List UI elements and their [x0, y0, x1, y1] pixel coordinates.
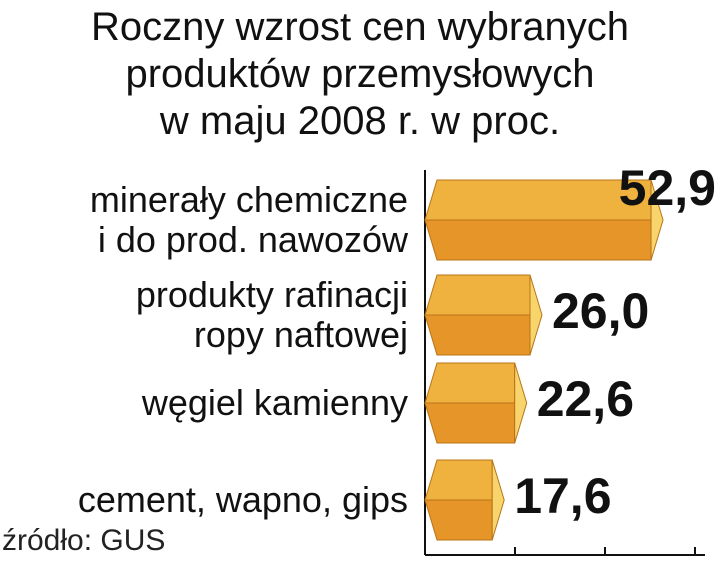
source: źródło: GUS [2, 524, 166, 557]
bar-face [514, 362, 528, 444]
bar-face [424, 314, 531, 356]
category-label: węgiel kamienny [141, 382, 408, 423]
value-label: 26,0 [552, 283, 649, 339]
bar-face [424, 499, 493, 541]
bar-face [424, 179, 652, 221]
bar-face [424, 402, 516, 444]
bar-face [650, 179, 664, 261]
bar-face [424, 274, 531, 316]
bar-face [424, 362, 516, 404]
bar-face [529, 274, 543, 356]
bar-face [491, 459, 505, 541]
chart-title: Roczny wzrost cen wybranych produktów pr… [91, 5, 629, 143]
bar-face [424, 219, 652, 261]
value-label: 17,6 [514, 468, 611, 524]
category-label: produkty rafinacji ropy naftowej [135, 274, 408, 355]
bar [424, 274, 543, 356]
bar [424, 459, 505, 541]
category-label: minerały chemiczne i do prod. nawozów [89, 179, 408, 260]
bar [424, 362, 528, 444]
bar-face [424, 459, 493, 501]
bar [424, 179, 664, 261]
category-label: cement, wapno, gips [77, 479, 408, 520]
value-label: 52,9 [619, 160, 716, 216]
value-label: 22,6 [537, 371, 634, 427]
